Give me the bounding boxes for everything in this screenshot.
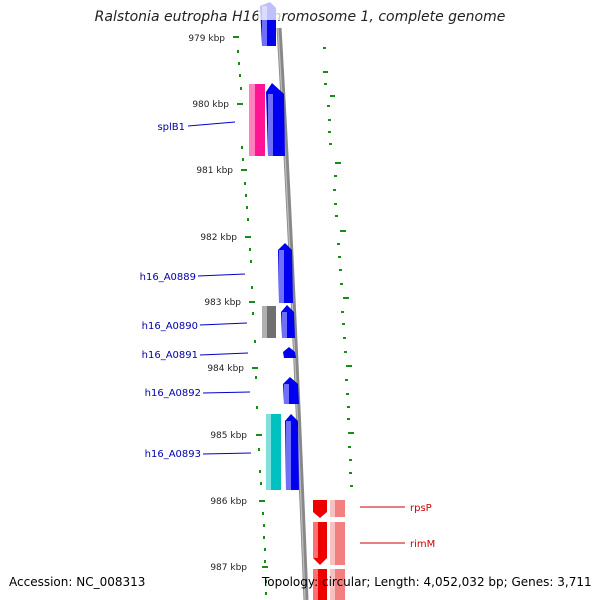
gene-label-h16-a0893[interactable]: h16_A0893 bbox=[145, 449, 201, 460]
gene-h16-a0891[interactable] bbox=[283, 347, 296, 358]
kbp-label: 986 kbp bbox=[210, 497, 247, 507]
gene-rpsp[interactable] bbox=[313, 500, 327, 518]
kbp-label: 982 kbp bbox=[200, 233, 237, 243]
kbp-label: 983 kbp bbox=[204, 298, 241, 308]
gene-label-h16-a0890[interactable]: h16_A0890 bbox=[142, 321, 198, 332]
gene-label-h16-a0892[interactable]: h16_A0892 bbox=[145, 388, 201, 399]
outer-dashed-ring bbox=[323, 47, 354, 487]
gene-label-h16-a0891[interactable]: h16_A0891 bbox=[142, 350, 198, 361]
genome-stats-label: Topology: circular; Length: 4,052,032 bp… bbox=[262, 575, 592, 589]
inner-dotted-ring bbox=[237, 50, 267, 595]
gene-features bbox=[249, 0, 345, 600]
kbp-label: 981 kbp bbox=[196, 166, 233, 176]
kbp-label: 984 kbp bbox=[207, 364, 244, 374]
kbp-major-ticks bbox=[233, 36, 268, 568]
kbp-label: 979 kbp bbox=[188, 34, 225, 44]
map-title: Ralstonia eutropha H16 chromosome 1, com… bbox=[94, 9, 506, 25]
accession-label: Accession: NC_008313 bbox=[9, 575, 146, 589]
kbp-label: 987 kbp bbox=[210, 563, 247, 573]
kbp-label: 980 kbp bbox=[192, 100, 229, 110]
gene-label-h16-a0889[interactable]: h16_A0889 bbox=[140, 272, 196, 283]
gene-label-leaders bbox=[187, 121, 405, 544]
gene-label-rpsp[interactable]: rpsP bbox=[410, 503, 432, 514]
gene-arrow-shadow bbox=[258, 0, 282, 20]
kbp-label: 985 kbp bbox=[210, 431, 247, 441]
gene-label-rimm[interactable]: rimM bbox=[410, 539, 435, 550]
gene-label-splb1[interactable]: splB1 bbox=[157, 122, 185, 133]
